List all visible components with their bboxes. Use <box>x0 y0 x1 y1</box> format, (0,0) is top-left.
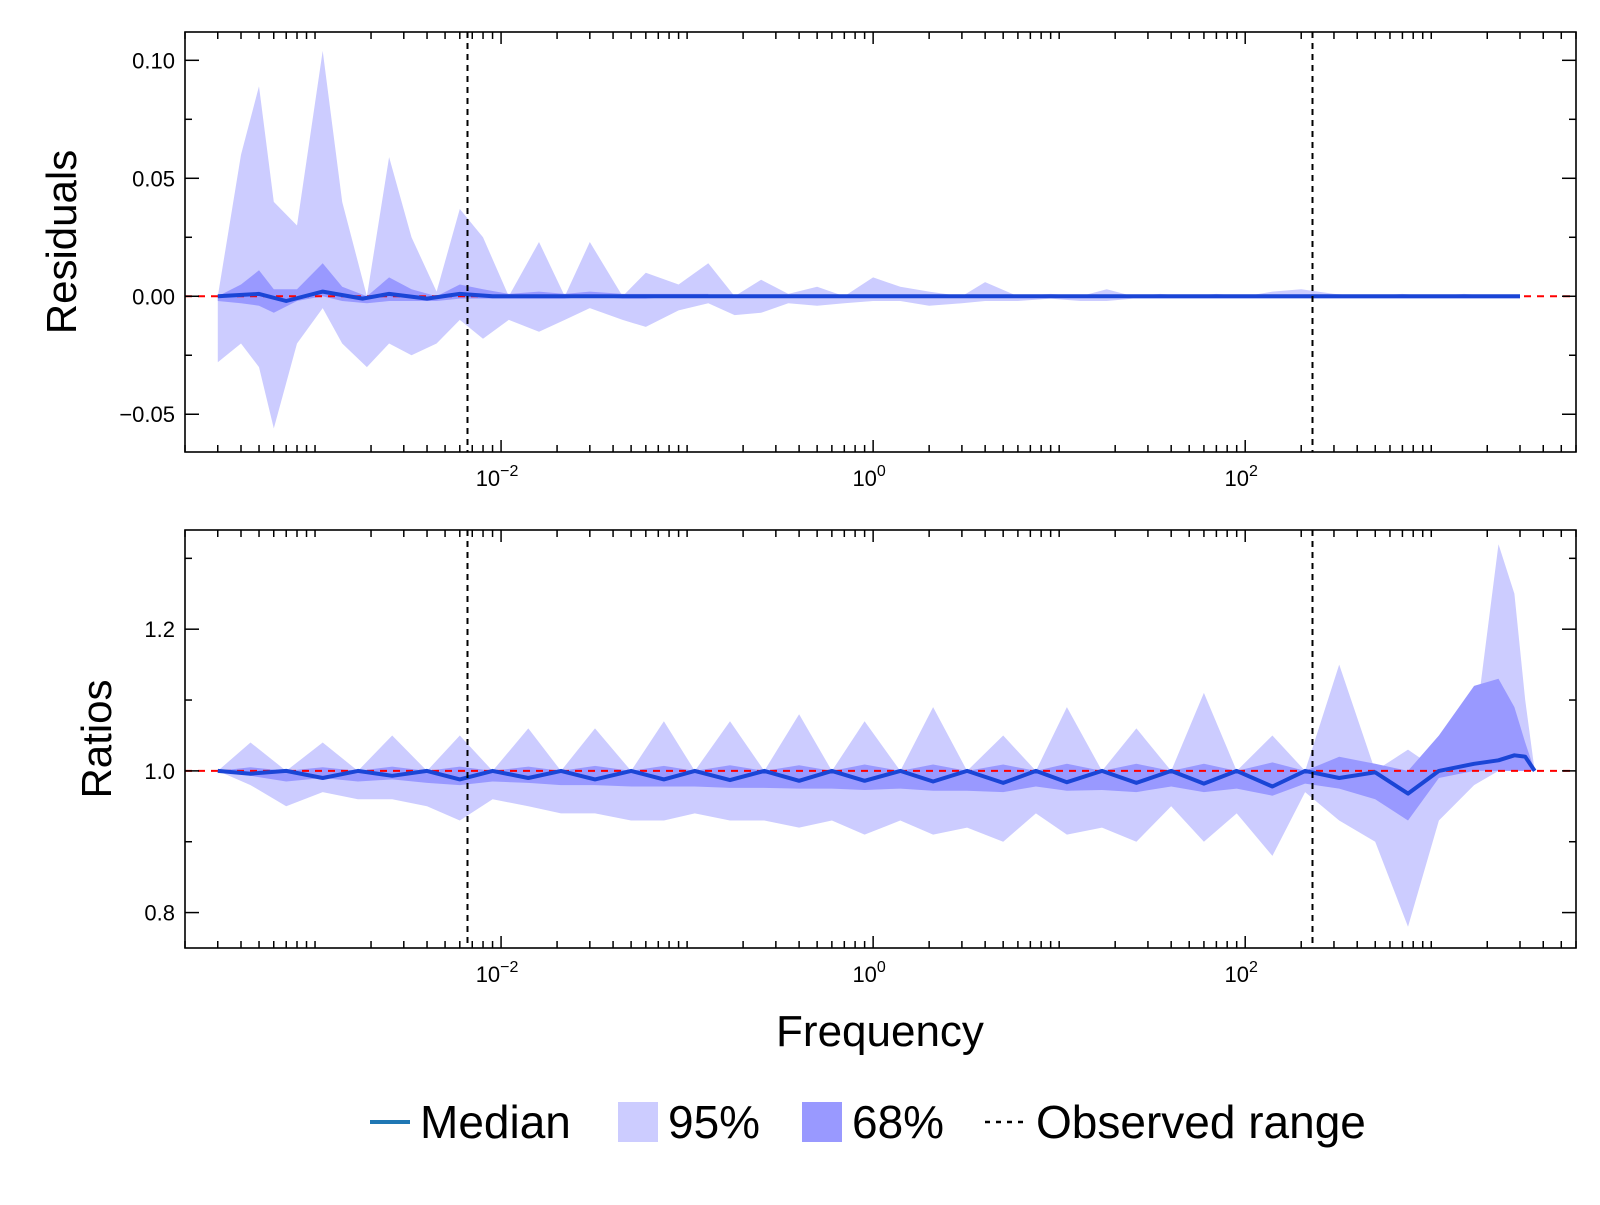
legend-median-label: Median <box>420 1096 571 1148</box>
residuals-xtick-base: 10 <box>476 466 500 491</box>
legend: Median 95% 68% Observed range <box>370 1096 1366 1148</box>
residuals-plot-area <box>185 50 1576 429</box>
ratios-xtick-label: 100 <box>852 959 885 987</box>
residuals-xtick-label: 10−2 <box>476 463 519 491</box>
legend-95-label: 95% <box>668 1096 760 1148</box>
residuals-ytick-label: 0.05 <box>132 166 175 191</box>
x-axis-label: Frequency <box>776 1007 984 1056</box>
ratios-median-line <box>217 753 1537 796</box>
legend-68-swatch <box>802 1102 842 1142</box>
legend-95-swatch <box>618 1102 658 1142</box>
residuals-xtick-label: 100 <box>852 463 885 491</box>
ratios-xtick-base: 10 <box>476 962 500 987</box>
ratios-axes-frame <box>184 529 1577 949</box>
legend-observed-range-label: Observed range <box>1036 1096 1366 1148</box>
ratios-ytick-label: 1.2 <box>144 617 175 642</box>
ratios-band-95 <box>217 544 1535 927</box>
residuals-y-axis-label: Residuals <box>38 150 85 334</box>
residuals-ytick-label: 0.10 <box>132 48 175 73</box>
residuals-xtick-exponent: 2 <box>1249 463 1258 480</box>
ratios-y-axis-label: Ratios <box>73 679 120 798</box>
ratios-xtick-exponent: 2 <box>1249 959 1258 976</box>
ratios-xtick-base: 10 <box>852 962 876 987</box>
legend-68-label: 68% <box>852 1096 944 1148</box>
ratios-xtick-base: 10 <box>1225 962 1249 987</box>
ratios-xtick-exponent: 0 <box>877 959 886 976</box>
ratios-plot-area <box>185 544 1576 927</box>
residuals-ytick-label: 0.00 <box>132 284 175 309</box>
residuals-xtick-base: 10 <box>852 466 876 491</box>
ratios-ytick-label: 1.0 <box>144 759 175 784</box>
residuals-xtick-exponent: −2 <box>500 463 518 480</box>
residuals-band-68 <box>217 263 709 313</box>
ratios-ytick-label: 0.8 <box>144 901 175 926</box>
residuals-band-95 <box>217 50 1520 429</box>
ratios-xtick-label: 10−2 <box>476 959 519 987</box>
ratios-xtick-exponent: −2 <box>500 959 518 976</box>
ratios-xtick-label: 102 <box>1225 959 1258 987</box>
residuals-xtick-exponent: 0 <box>877 463 886 480</box>
residuals-median-line <box>217 289 1520 303</box>
residuals-axes-frame <box>184 31 1577 453</box>
residuals-ytick-label: −0.05 <box>119 402 175 427</box>
residuals-xtick-base: 10 <box>1225 466 1249 491</box>
residuals-xtick-label: 102 <box>1225 463 1258 491</box>
